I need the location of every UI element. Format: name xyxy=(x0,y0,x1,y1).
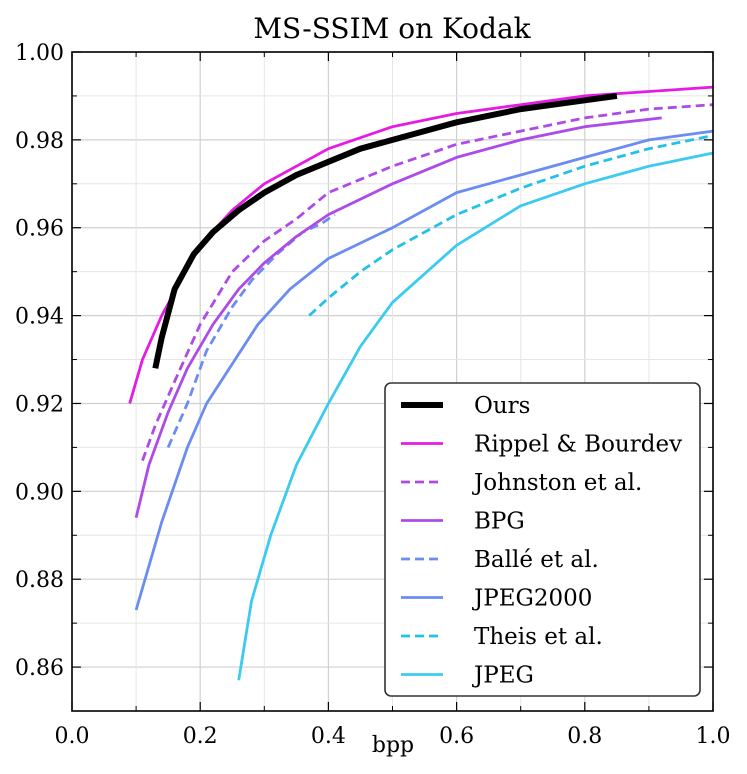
x-axis-label: bpp xyxy=(372,733,414,758)
x-tick-label: 1.0 xyxy=(696,724,731,749)
legend-label: Ours xyxy=(474,393,530,419)
legend-label: Johnston et al. xyxy=(472,470,642,496)
legend-label: Ballé et al. xyxy=(474,547,599,573)
x-tick-label: 0.0 xyxy=(55,724,90,749)
series-line-rippel-bourdev xyxy=(128,85,714,404)
series-line-theis-et-al- xyxy=(308,134,714,317)
legend-label: JPEG2000 xyxy=(472,586,592,612)
legend-label: BPG xyxy=(474,509,525,535)
series-line-ours xyxy=(152,92,618,369)
series-lines xyxy=(128,85,714,681)
x-tick-label: 0.8 xyxy=(567,724,602,749)
axis-ticks: 0.0 0.2 0.4 0.6 0.8 1.0 0.86 0.88 0.90 0.92 0.94 0.… xyxy=(15,41,730,749)
series-line-jpeg xyxy=(237,151,714,681)
y-tick-label: 1.00 xyxy=(15,41,64,66)
legend-label: JPEG xyxy=(472,663,534,689)
x-tick-label: 0.2 xyxy=(183,724,218,749)
legend-label: Theis et al. xyxy=(474,624,603,650)
y-tick-label: 0.94 xyxy=(15,305,64,330)
y-tick-label: 0.88 xyxy=(15,568,64,593)
series-line-bpg xyxy=(134,116,662,519)
y-tick-label: 0.86 xyxy=(15,656,64,681)
x-tick-label: 0.6 xyxy=(439,724,474,749)
chart-title: MS-SSIM on Kodak xyxy=(253,12,531,45)
y-tick-label: 0.90 xyxy=(15,480,64,505)
y-tick-label: 0.92 xyxy=(15,392,64,417)
legend-box xyxy=(384,382,701,697)
series-line-johnston-et-al- xyxy=(141,103,714,462)
series-line-jpeg2000 xyxy=(134,129,714,611)
legend-label: Rippel & Bourdev xyxy=(474,432,682,458)
x-tick-label: 0.4 xyxy=(311,724,346,749)
legend: Ours Rippel & Bourdev Johnston et al. BPG Ba… xyxy=(384,382,701,697)
series-line-ball-et-al- xyxy=(166,213,336,448)
y-tick-label: 0.98 xyxy=(15,129,64,154)
y-tick-label: 0.96 xyxy=(15,217,64,242)
